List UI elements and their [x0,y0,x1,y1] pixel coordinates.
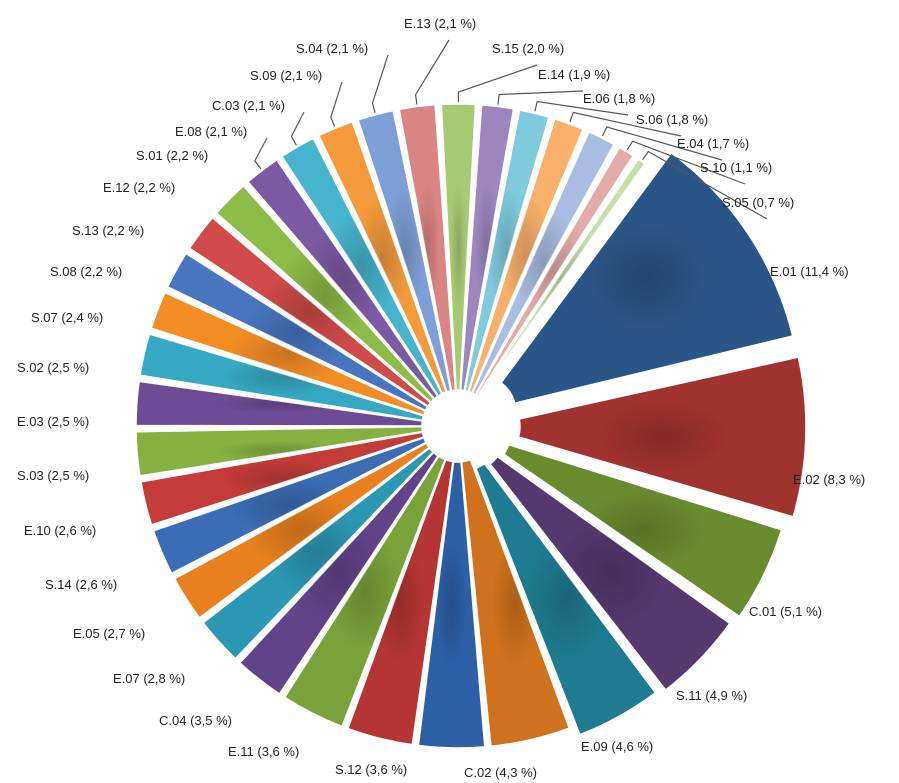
leaders-layer [254,39,768,220]
slice-label-s-08: S.08 (2,2 %) [50,264,122,279]
leader-line-s-04 [371,54,389,113]
slice-label-e-04: E.04 (1,7 %) [677,136,749,151]
slice-label-s-11: S.11 (4,9 %) [676,688,747,703]
slice-label-s-03: S.03 (2,5 %) [17,468,89,483]
slice-label-c-04: C.04 (3,5 %) [159,713,232,728]
slice-label-s-09: S.09 (2,1 %) [250,68,322,83]
slice-label-c-03: C.03 (2,1 %) [212,98,285,113]
leader-line-c-03 [290,111,305,146]
slice-label-e-05: E.05 (2,7 %) [73,626,145,641]
labels-layer: E.01 (11,4 %) E.02 (8,3 %) C.01 (5,1 %) S.1… [17,16,865,780]
slice-label-e-03: E.03 (2,5 %) [17,414,89,429]
leader-line-s-06 [569,111,682,137]
slice-label-s-13: S.13 (2,2 %) [72,223,144,238]
slice-label-s-05: S.05 (0,7 %) [722,195,794,210]
slice-label-e-01: E.01 (11,4 %) [770,264,849,279]
slice-label-e-08: E.08 (2,1 %) [175,124,247,139]
slice-label-e-02: E.02 (8,3 %) [793,472,865,487]
leader-line-e-04 [601,126,723,161]
leader-line-s-05 [642,150,768,220]
slice-label-e-11: E.11 (3,6 %) [228,744,299,759]
slices-layer [135,103,807,749]
slice-label-e-13: E.13 (2,1 %) [404,16,476,31]
slice-label-c-02: C.02 (4,3 %) [464,765,537,780]
slice-label-s-12: S.12 (3,6 %) [335,762,407,777]
leader-line-e-08 [254,137,268,170]
slice-label-s-06: S.06 (1,8 %) [636,112,708,127]
slice-label-s-14: S.14 (2,6 %) [45,577,117,592]
slice-label-e-12: E.12 (2,2 %) [103,180,175,195]
slice-label-s-01: S.01 (2,2 %) [136,148,208,163]
slice-label-s-02: S.02 (2,5 %) [17,360,89,375]
slice-label-s-07: S.07 (2,4 %) [31,310,103,325]
leader-line-e-06 [534,100,629,116]
slice-label-c-01: C.01 (5,1 %) [749,604,822,619]
slice-label-s-10: S.10 (1,1 %) [700,160,772,175]
slice-label-e-06: E.06 (1,8 %) [583,91,655,106]
leader-line-s-10 [626,140,746,185]
slice-label-s-04: S.04 (2,1 %) [296,41,368,56]
slice-label-e-09: E.09 (4,6 %) [581,739,653,754]
slice-label-s-15: S.15 (2,0 %) [492,41,564,56]
leader-line-e-13 [414,39,450,105]
leader-line-e-14 [497,90,584,105]
slice-label-e-07: E.07 (2,8 %) [113,671,185,686]
leader-line-s-15 [457,64,538,102]
slice-label-e-14: E.14 (1,9 %) [538,67,610,82]
slice-label-e-10: E.10 (2,6 %) [24,523,96,538]
leader-line-s-09 [330,81,343,127]
